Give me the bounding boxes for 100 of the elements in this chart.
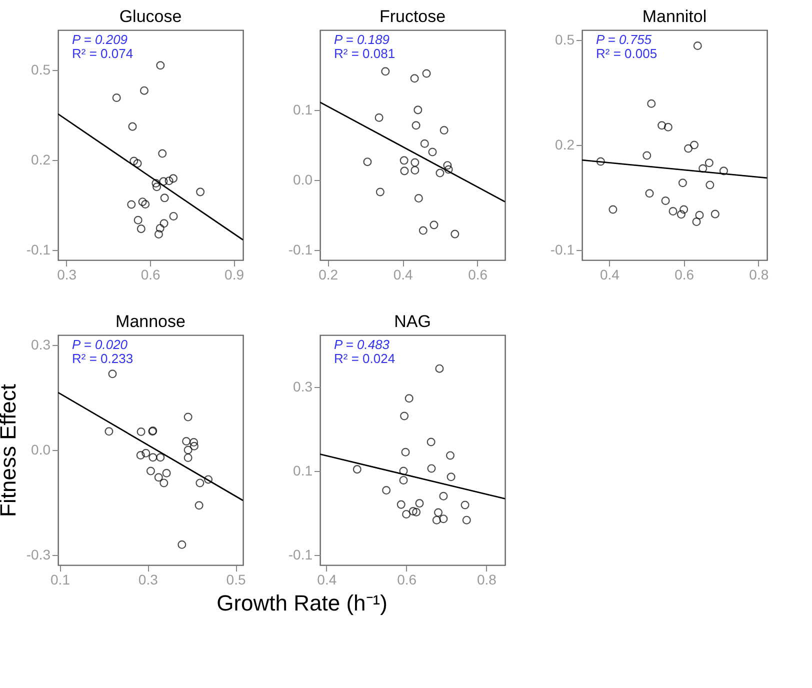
point [400, 166, 409, 176]
y-tick-label: 0.1 [293, 101, 313, 118]
point [399, 476, 408, 484]
y-tick-label: -0.1 [288, 242, 313, 258]
point [430, 220, 438, 230]
point [133, 159, 142, 168]
y-tick-label: 0.5 [555, 31, 575, 48]
point [156, 224, 164, 232]
point [439, 514, 448, 524]
point [374, 113, 384, 122]
point [148, 453, 158, 462]
point [152, 182, 162, 192]
point [410, 158, 420, 167]
x-tick-label: 0.6 [468, 266, 488, 282]
point [415, 499, 424, 508]
point [194, 501, 204, 510]
point [446, 472, 456, 482]
point [204, 475, 213, 484]
x-tick-label: 0.8 [749, 266, 769, 282]
point [436, 168, 444, 178]
point [184, 446, 192, 454]
point [422, 69, 431, 78]
y-tick-label: -0.1 [26, 242, 51, 258]
y-tick-label: -0.1 [550, 242, 575, 258]
point [698, 164, 708, 173]
x-axis-title: Growth Rate (h⁻¹) [216, 590, 388, 616]
annotation: R² = 0.024 [334, 351, 396, 366]
point [690, 140, 699, 150]
point [363, 158, 372, 166]
x-tick-label: 0.6 [674, 266, 694, 282]
point [182, 436, 191, 446]
x-tick-label: 0.3 [138, 572, 158, 588]
point [462, 516, 471, 524]
point [138, 198, 147, 206]
point [400, 156, 408, 165]
point [130, 156, 138, 166]
point [668, 207, 678, 216]
y-tick-label: 0.2 [31, 152, 51, 168]
point [410, 166, 420, 174]
y-tick-label: 0.5 [31, 62, 51, 78]
point [434, 508, 443, 517]
point [401, 448, 410, 456]
annotation: P = 0.483 [334, 337, 390, 352]
point [156, 453, 165, 462]
annotation: R² = 0.005 [596, 46, 658, 61]
point [142, 448, 150, 458]
x-tick-label: 0.4 [393, 266, 414, 282]
chart-title: Glucose [119, 7, 182, 26]
point [692, 218, 701, 226]
point [412, 121, 420, 130]
point [647, 99, 656, 108]
point [184, 453, 192, 462]
point [676, 210, 686, 219]
x-tick-label: 0.6 [397, 572, 417, 588]
point [427, 464, 436, 473]
point [196, 188, 205, 196]
point [695, 210, 704, 220]
x-tick-label: 0.1 [50, 572, 70, 588]
point [680, 205, 688, 214]
annotation: P = 0.020 [72, 337, 128, 352]
point [196, 478, 204, 488]
point [439, 492, 448, 500]
point [152, 178, 160, 188]
point [446, 451, 455, 460]
point [719, 166, 728, 176]
point [154, 473, 163, 482]
point [352, 465, 362, 474]
x-tick-label: 0.9 [224, 266, 244, 282]
point [410, 74, 419, 83]
point [184, 412, 192, 422]
point [400, 412, 409, 420]
point [134, 216, 142, 224]
x-tick-label: 0.3 [57, 266, 77, 282]
x-tick-label: 0.2 [318, 266, 338, 282]
y-tick-label: -0.3 [26, 546, 51, 563]
point [710, 210, 720, 218]
point [460, 500, 470, 510]
y-tick-label: 0.0 [31, 442, 51, 458]
annotation: P = 0.189 [334, 32, 390, 47]
x-tick-label: 0.4 [317, 572, 337, 588]
point [608, 205, 618, 214]
point [428, 148, 437, 156]
point [414, 194, 423, 203]
annotation: P = 0.755 [596, 32, 652, 47]
y-tick-label: 0.0 [293, 172, 313, 188]
point [381, 67, 390, 76]
x-tick-label: 0.5 [226, 572, 246, 588]
point [432, 516, 441, 524]
point [596, 157, 605, 166]
point [127, 200, 136, 209]
annotation: P = 0.209 [72, 32, 128, 47]
point [140, 86, 148, 95]
point [141, 200, 150, 208]
point [396, 500, 406, 509]
point [706, 180, 714, 190]
point [382, 486, 391, 495]
point [693, 42, 702, 50]
point [376, 188, 384, 196]
point [678, 178, 687, 188]
point [426, 438, 436, 446]
